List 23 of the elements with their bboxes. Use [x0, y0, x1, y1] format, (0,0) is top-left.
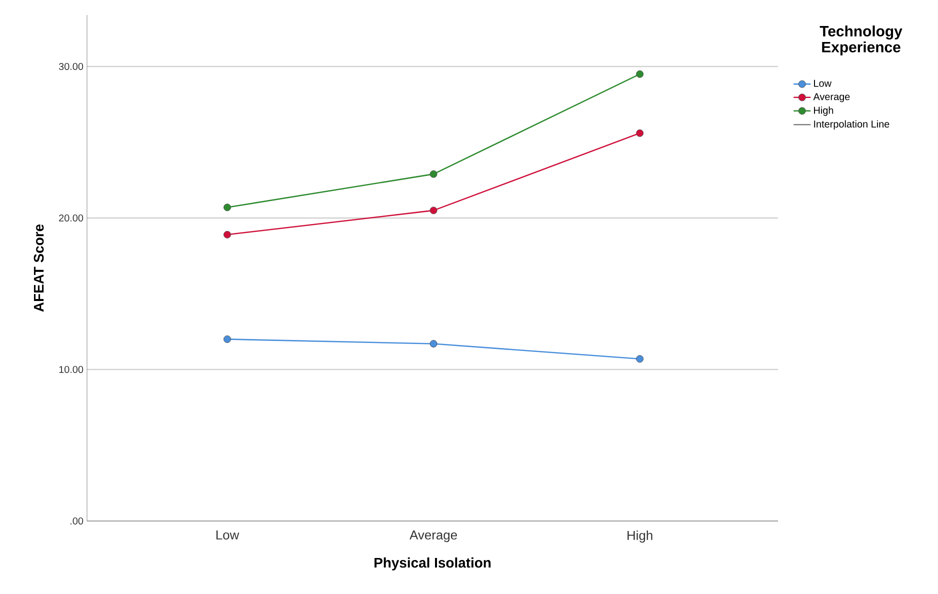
y-tick-label: 10.00 [59, 366, 84, 374]
point [430, 206, 438, 214]
legend-label: Interpolation Line [814, 120, 890, 130]
point [430, 340, 438, 348]
legend-label: Average [813, 93, 850, 102]
point [224, 335, 232, 343]
legend-title: Technology Experience [820, 26, 902, 56]
x-tick-label: Low [216, 530, 240, 540]
point [430, 170, 438, 178]
point [636, 355, 644, 363]
y-tick-label: 30.00 [58, 62, 84, 70]
x-tick-label: High [628, 530, 652, 543]
legend-label: High [814, 106, 834, 116]
y-tick-label: 20.00 [59, 214, 84, 222]
point [636, 129, 644, 137]
x-axis-title: Physical Isolation [374, 557, 491, 570]
point [224, 204, 232, 212]
legend-label: Low [814, 80, 832, 87]
y-tick-label: .00 [70, 517, 84, 525]
point [636, 70, 644, 78]
x-tick-label: Average [410, 530, 457, 542]
y-axis-title: AFEAT Score [34, 224, 44, 312]
point [224, 230, 232, 238]
